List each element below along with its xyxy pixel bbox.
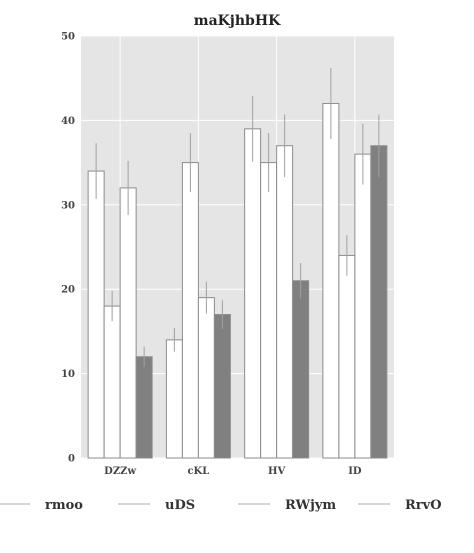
error-bars: [95, 68, 380, 367]
bar-uDS-DZZw: [103, 305, 121, 459]
bar-rmoo-ID: [322, 103, 340, 459]
bar-RrvO-ID: [370, 145, 388, 459]
bar-rmoo-cKL: [165, 339, 183, 459]
x-tick-label: ID: [348, 466, 362, 477]
y-tick-label: 50: [61, 32, 75, 43]
y-tick-label: 30: [61, 200, 75, 211]
bar-RrvO-HV: [292, 280, 310, 459]
legend-label-RWjym: RWjym: [285, 498, 336, 513]
bar-uDS-HV: [260, 162, 278, 459]
x-tick-label: cKL: [187, 466, 209, 477]
bar-rmoo-HV: [244, 128, 262, 459]
bar-RWjym-cKL: [197, 297, 215, 459]
legend-label-RrvO: RrvO: [405, 498, 442, 513]
y-tick-label: 10: [61, 369, 75, 380]
legend-label-rmoo: rmoo: [45, 498, 83, 513]
bar-rmoo-DZZw: [87, 170, 105, 459]
bar-RrvO-DZZw: [135, 356, 153, 459]
bars: [87, 103, 388, 459]
bar-RWjym-DZZw: [119, 187, 137, 459]
legend-label-uDS: uDS: [165, 498, 195, 513]
y-tick-label: 20: [61, 285, 75, 296]
y-tick-labels: 0 10 20 30 40 50: [61, 32, 75, 465]
y-tick-label: 40: [61, 116, 75, 127]
x-tick-labels: DZZw cKL HV ID: [104, 466, 362, 477]
x-tick-label: HV: [268, 466, 285, 477]
bar-uDS-ID: [338, 254, 356, 459]
legend: rmoo uDS RWjym RrvO: [0, 498, 442, 513]
y-tick-label: 0: [68, 454, 75, 465]
chart-title: maKjhbHK: [194, 13, 281, 29]
bar-RWjym-HV: [276, 145, 294, 459]
bar-RWjym-ID: [354, 153, 372, 459]
x-tick-label: DZZw: [104, 466, 136, 477]
bar-uDS-cKL: [181, 162, 199, 459]
bar-RrvO-cKL: [213, 314, 231, 459]
